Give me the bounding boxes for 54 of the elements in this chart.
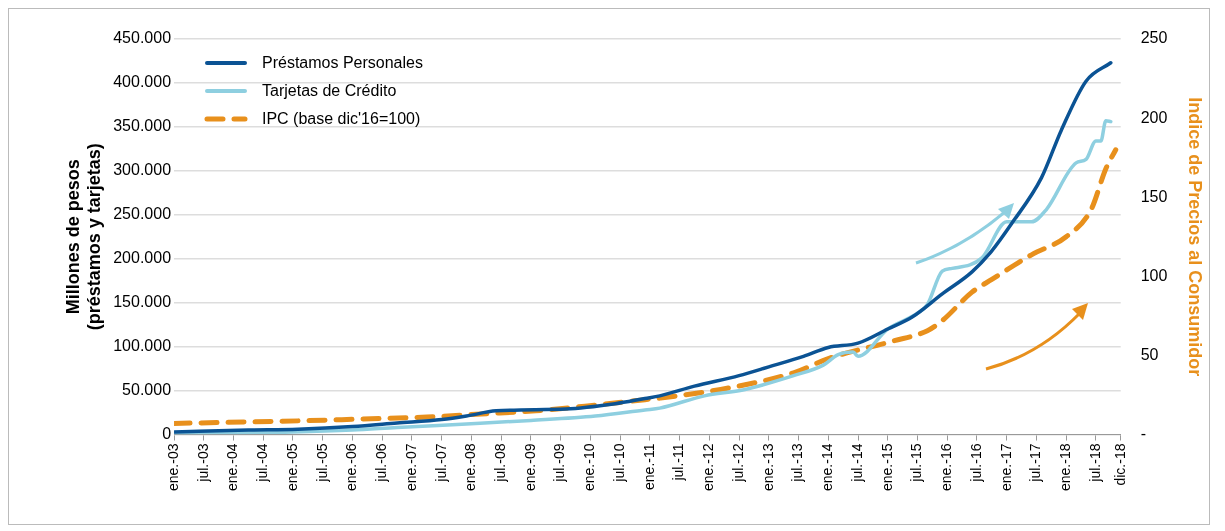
x-tick-label: ene.-15 bbox=[878, 443, 895, 491]
x-tick-label: ene.-16 bbox=[938, 443, 955, 491]
x-tick-label: ene.-10 bbox=[581, 443, 598, 491]
x-tick-label: jul.-07 bbox=[432, 443, 449, 483]
legend-label: Tarjetas de Crédito bbox=[262, 82, 397, 100]
x-tick-label: ene.-09 bbox=[521, 443, 538, 491]
y2-tick-label: 200 bbox=[1140, 108, 1168, 126]
x-tick-label: ene.-03 bbox=[164, 443, 181, 491]
y-tick-label: 0 bbox=[162, 424, 172, 442]
y-tick-label: 350.000 bbox=[113, 117, 172, 135]
x-tick-label: jul.-17 bbox=[1027, 443, 1044, 483]
x-tick-label: ene.-08 bbox=[462, 443, 479, 491]
y2-tick-label: 50 bbox=[1140, 345, 1159, 363]
y-tick-label: 250.000 bbox=[113, 205, 172, 223]
y2-tick-label: - bbox=[1140, 424, 1147, 442]
y-tick-label: 200.000 bbox=[113, 249, 172, 267]
y2-axis-title: Indice de Precios al Consumidor bbox=[1185, 97, 1206, 377]
x-tick-label: jul.-15 bbox=[908, 443, 925, 483]
legend-label: IPC (base dic'16=100) bbox=[262, 110, 421, 128]
y2-tick-label: 150 bbox=[1140, 187, 1168, 205]
x-tick-label: jul.-08 bbox=[492, 443, 509, 483]
y2-tick-label: 100 bbox=[1140, 266, 1168, 284]
y-tick-label: 400.000 bbox=[113, 73, 172, 91]
x-tick-label: jul.-11 bbox=[670, 443, 687, 482]
x-tick-label: ene.-14 bbox=[819, 443, 836, 491]
x-tick-label: jul.-04 bbox=[254, 443, 271, 483]
x-tick-label: ene.-12 bbox=[700, 443, 717, 491]
x-tick-label: jul.-09 bbox=[551, 443, 568, 483]
y2-tick-label: 250 bbox=[1140, 29, 1168, 47]
y-tick-label: 150.000 bbox=[113, 293, 172, 311]
x-tick-label: ene.-13 bbox=[759, 443, 776, 491]
y-tick-label: 300.000 bbox=[113, 161, 172, 179]
x-tick-label: ene.-06 bbox=[343, 443, 360, 491]
x-tick-label: ene.-05 bbox=[283, 443, 300, 491]
x-tick-label: ene.-17 bbox=[997, 443, 1014, 491]
x-tick-label: jul.-03 bbox=[194, 443, 211, 483]
x-tick-label: jul.-10 bbox=[610, 443, 627, 483]
x-tick-label: jul.-06 bbox=[373, 443, 390, 483]
x-tick-label: ene.-18 bbox=[1057, 443, 1074, 491]
x-tick-label: ene.-07 bbox=[402, 443, 419, 491]
x-tick-label: jul.-12 bbox=[729, 443, 746, 483]
y-axis-title: Millones de pesos (préstamos y tarjetas) bbox=[62, 143, 105, 331]
x-tick-label: ene.-11 bbox=[640, 443, 657, 490]
y-tick-label: 100.000 bbox=[113, 337, 172, 355]
x-tick-label: jul.-05 bbox=[313, 443, 330, 483]
legend-label: Préstamos Personales bbox=[262, 54, 423, 72]
x-tick-label: dic.-18 bbox=[1111, 443, 1128, 486]
x-tick-label: jul.-14 bbox=[848, 443, 865, 483]
y-tick-label: 450.000 bbox=[113, 29, 172, 47]
x-tick-label: jul.-18 bbox=[1086, 443, 1103, 483]
y-tick-label: 50.000 bbox=[122, 380, 172, 398]
x-tick-label: jul.-13 bbox=[789, 443, 806, 483]
x-tick-label: jul.-16 bbox=[967, 443, 984, 483]
x-tick-label: ene.-04 bbox=[224, 443, 241, 491]
